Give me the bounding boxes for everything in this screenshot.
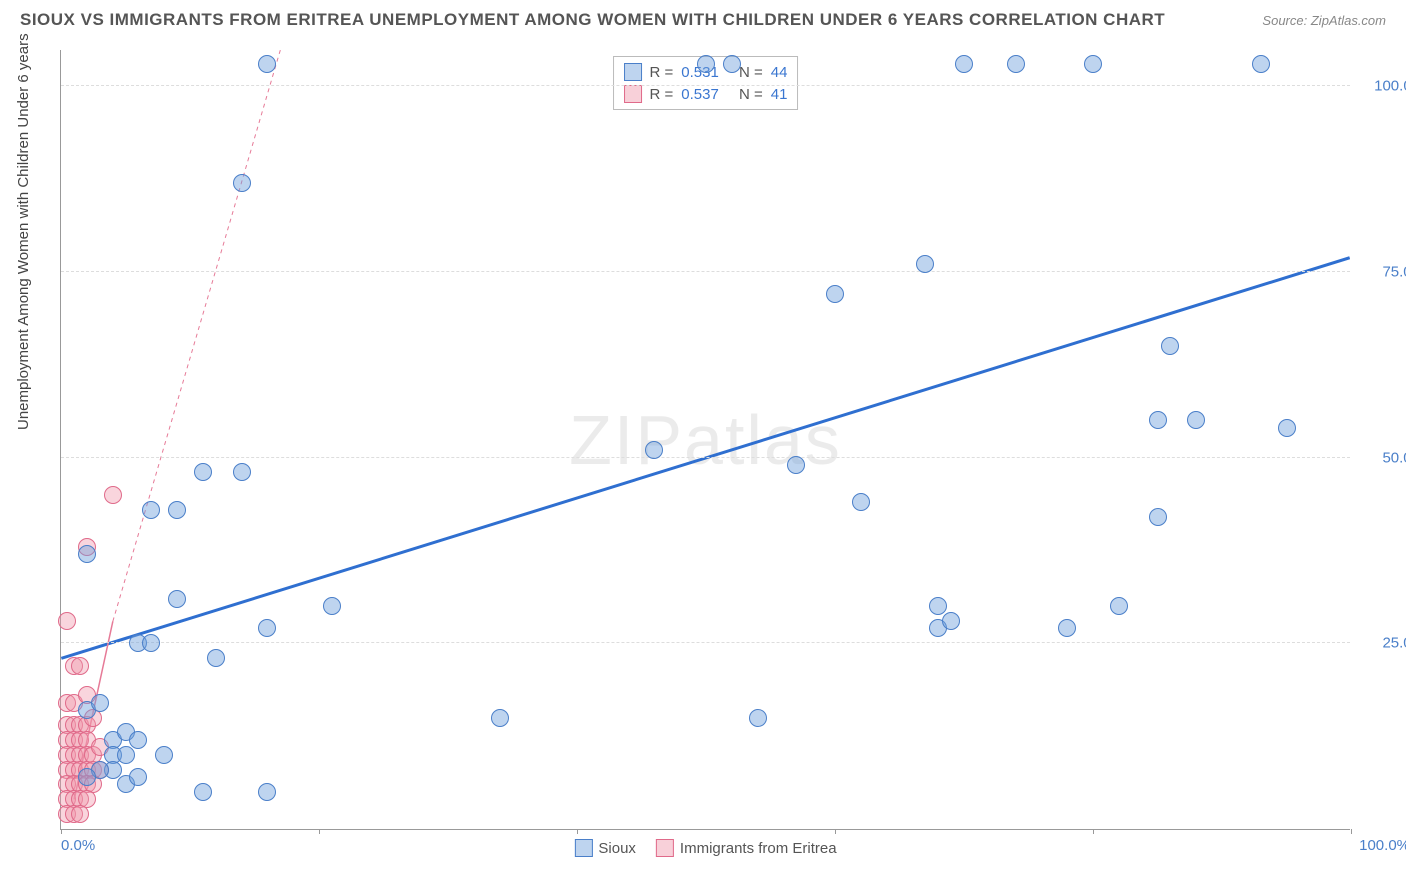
data-point (1149, 411, 1167, 429)
x-tick (1351, 829, 1352, 834)
data-point (826, 285, 844, 303)
data-point (117, 746, 135, 764)
data-point (129, 768, 147, 786)
data-point (323, 597, 341, 615)
data-point (916, 255, 934, 273)
data-point (207, 649, 225, 667)
x-tick (577, 829, 578, 834)
legend-item-eritrea: Immigrants from Eritrea (656, 839, 837, 857)
data-point (258, 619, 276, 637)
data-point (233, 174, 251, 192)
data-point (104, 486, 122, 504)
source-name: ZipAtlas.com (1311, 13, 1386, 28)
data-point (1187, 411, 1205, 429)
y-tick-label: 25.0% (1382, 635, 1406, 652)
data-point (194, 463, 212, 481)
r-value: 0.537 (681, 86, 719, 103)
data-point (491, 709, 509, 727)
swatch-pink-icon (656, 839, 674, 857)
x-tick (319, 829, 320, 834)
data-point (168, 590, 186, 608)
title-bar: SIOUX VS IMMIGRANTS FROM ERITREA UNEMPLO… (20, 10, 1386, 30)
gridline (61, 642, 1350, 643)
data-point (233, 463, 251, 481)
legend-stats-row-eritrea: R = 0.537 N = 41 (624, 83, 788, 105)
data-point (142, 501, 160, 519)
data-point (71, 805, 89, 823)
y-axis-label: Unemployment Among Women with Children U… (15, 33, 32, 430)
data-point (697, 55, 715, 73)
data-point (723, 55, 741, 73)
data-point (955, 55, 973, 73)
data-point (71, 657, 89, 675)
data-point (645, 441, 663, 459)
n-label: N = (739, 64, 763, 81)
data-point (1058, 619, 1076, 637)
data-point (1252, 55, 1270, 73)
data-point (942, 612, 960, 630)
legend-label: Immigrants from Eritrea (680, 840, 837, 857)
y-tick-label: 75.0% (1382, 263, 1406, 280)
data-point (1149, 508, 1167, 526)
n-value: 41 (771, 86, 788, 103)
x-axis-label-end: 100.0% (1359, 837, 1406, 854)
data-point (258, 55, 276, 73)
data-point (194, 783, 212, 801)
data-point (787, 456, 805, 474)
data-point (1084, 55, 1102, 73)
data-point (929, 597, 947, 615)
swatch-blue-icon (624, 63, 642, 81)
x-tick (835, 829, 836, 834)
data-point (155, 746, 173, 764)
swatch-blue-icon (574, 839, 592, 857)
swatch-pink-icon (624, 85, 642, 103)
gridline (61, 457, 1350, 458)
n-label: N = (739, 86, 763, 103)
data-point (168, 501, 186, 519)
data-point (91, 694, 109, 712)
n-value: 44 (771, 64, 788, 81)
gridline (61, 271, 1350, 272)
gridline (61, 85, 1350, 86)
scatter-plot: ZIPatlas R = 0.531 N = 44 R = 0.537 N = … (60, 50, 1350, 830)
data-point (129, 731, 147, 749)
source-prefix: Source: (1262, 13, 1307, 28)
data-point (142, 634, 160, 652)
r-label: R = (650, 64, 674, 81)
data-point (1007, 55, 1025, 73)
legend-label: Sioux (598, 840, 636, 857)
y-tick-label: 50.0% (1382, 449, 1406, 466)
trend-lines (61, 50, 1350, 829)
data-point (1278, 419, 1296, 437)
data-point (852, 493, 870, 511)
y-tick-label: 100.0% (1374, 78, 1406, 95)
chart-title: SIOUX VS IMMIGRANTS FROM ERITREA UNEMPLO… (20, 10, 1165, 30)
data-point (58, 612, 76, 630)
x-axis-label-start: 0.0% (61, 837, 95, 854)
data-point (1161, 337, 1179, 355)
data-point (1110, 597, 1128, 615)
source-attribution: Source: ZipAtlas.com (1262, 13, 1386, 28)
data-point (749, 709, 767, 727)
data-point (78, 545, 96, 563)
data-point (258, 783, 276, 801)
x-tick (61, 829, 62, 834)
legend-series: Sioux Immigrants from Eritrea (574, 839, 836, 857)
x-tick (1093, 829, 1094, 834)
data-point (78, 768, 96, 786)
r-label: R = (650, 86, 674, 103)
legend-item-sioux: Sioux (574, 839, 636, 857)
